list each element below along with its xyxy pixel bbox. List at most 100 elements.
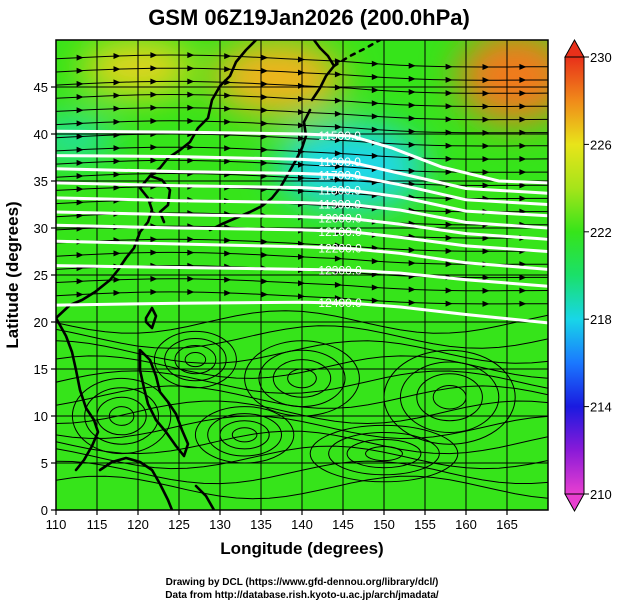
streamline-arrow — [519, 274, 527, 281]
streamline-swirl — [231, 427, 258, 443]
streamline-arrow — [224, 53, 232, 60]
streamline-arrow — [408, 75, 416, 82]
streamline-arrow — [76, 94, 84, 101]
streamline-swirl — [272, 359, 332, 398]
streamline-arrow — [519, 169, 527, 176]
streamline-arrow — [445, 234, 453, 241]
streamline-swirl — [383, 349, 516, 445]
streamline-swirl — [108, 406, 135, 426]
streamline-arrow — [334, 163, 342, 170]
streamline-arrow — [371, 258, 379, 265]
streamline-arrow — [408, 286, 416, 293]
streamline-arrow — [224, 66, 232, 73]
streamline — [56, 400, 548, 425]
streamline-arrow — [113, 118, 121, 125]
contour-label-12400: 12400.0 — [318, 296, 362, 310]
x-tick-label: 125 — [168, 517, 190, 532]
streamline-arrow — [150, 275, 158, 282]
streamlines — [56, 52, 548, 500]
contour-12300 — [56, 264, 548, 288]
streamline-arrow — [408, 62, 416, 69]
streamline-arrow — [224, 250, 232, 257]
color-region-cold-west — [56, 119, 114, 158]
streamline-arrow — [113, 53, 121, 60]
streamline-arrow — [519, 182, 527, 189]
streamline-arrow — [482, 142, 490, 149]
streamline-arrow — [113, 184, 121, 191]
contour-label-11900: 11900.0 — [318, 198, 361, 212]
streamline-arrow — [371, 100, 379, 107]
streamline-arrow — [298, 280, 305, 287]
y-tick-label: 0 — [41, 503, 48, 518]
streamline-arrow — [334, 176, 342, 183]
streamline-arrow — [298, 174, 305, 181]
streamline-swirl — [207, 413, 283, 457]
streamline-arrow — [298, 293, 305, 300]
y-tick-label: 25 — [34, 268, 48, 283]
streamline-arrow — [224, 237, 232, 244]
streamline-arrow — [482, 274, 490, 281]
streamline-arrow — [113, 79, 121, 86]
streamline-arrow — [150, 65, 158, 72]
contour-12000 — [56, 210, 548, 241]
streamline-arrow — [408, 141, 416, 148]
streamline-arrow — [261, 173, 269, 180]
colorbar-tick-label: 214 — [590, 400, 612, 415]
streamline-arrow — [113, 250, 121, 257]
streamline-arrow — [113, 92, 121, 99]
streamline-arrow — [445, 261, 453, 268]
x-tick-label: 135 — [250, 517, 272, 532]
streamline-arrow — [113, 66, 121, 73]
streamline-swirl — [153, 330, 237, 389]
streamline-arrow — [298, 122, 305, 129]
streamline-arrow — [371, 284, 379, 291]
colorbar-top-triangle — [564, 38, 585, 58]
streamline-arrow — [519, 142, 527, 149]
streamline-arrow — [76, 80, 84, 87]
streamline-arrow — [76, 199, 84, 206]
streamline-arrow — [187, 275, 195, 282]
streamline-arrow — [298, 148, 305, 155]
y-tick-label: 15 — [34, 362, 48, 377]
streamline-arrow — [519, 77, 527, 84]
streamline-arrow — [150, 104, 158, 111]
streamline-arrow — [150, 157, 158, 164]
streamline-arrow — [224, 105, 232, 112]
streamline-swirl — [219, 420, 270, 450]
streamline-arrow — [408, 128, 416, 135]
contour-12100 — [56, 223, 548, 253]
y-tick-label: 20 — [34, 315, 48, 330]
contour-label-12100: 12100.0 — [318, 225, 362, 239]
streamline-arrow — [519, 156, 527, 163]
streamline-arrow — [445, 142, 453, 149]
streamline-arrow — [76, 67, 84, 74]
streamline-arrow — [261, 133, 269, 140]
streamline-arrow — [261, 278, 269, 285]
streamline — [56, 325, 548, 349]
streamline-arrow — [519, 195, 527, 202]
streamline-arrow — [261, 252, 269, 259]
streamline-arrow — [187, 78, 195, 85]
x-tick-label: 150 — [373, 517, 395, 532]
streamline-arrow — [298, 56, 305, 63]
streamline-arrow — [298, 135, 305, 142]
streamline-arrow — [187, 117, 195, 124]
streamline-arrow — [334, 97, 342, 104]
streamline-arrow — [298, 109, 305, 116]
streamline-arrow — [408, 168, 416, 175]
streamline-arrow — [187, 65, 195, 72]
contour-label-12000: 12000.0 — [318, 212, 362, 226]
streamline-arrow — [371, 297, 379, 304]
streamline-arrow — [261, 120, 269, 127]
streamline-arrow — [150, 144, 158, 151]
streamline-arrow — [334, 71, 342, 78]
contour-label-11800: 11800.0 — [318, 183, 361, 197]
streamline — [56, 355, 548, 379]
streamline-arrow — [445, 90, 453, 97]
y-tick-label: 10 — [34, 409, 48, 424]
streamline-arrow — [261, 94, 269, 101]
streamline-arrow — [334, 281, 342, 288]
streamline-arrow — [445, 300, 453, 307]
streamline-arrow — [445, 287, 453, 294]
streamline-arrow — [334, 123, 342, 130]
